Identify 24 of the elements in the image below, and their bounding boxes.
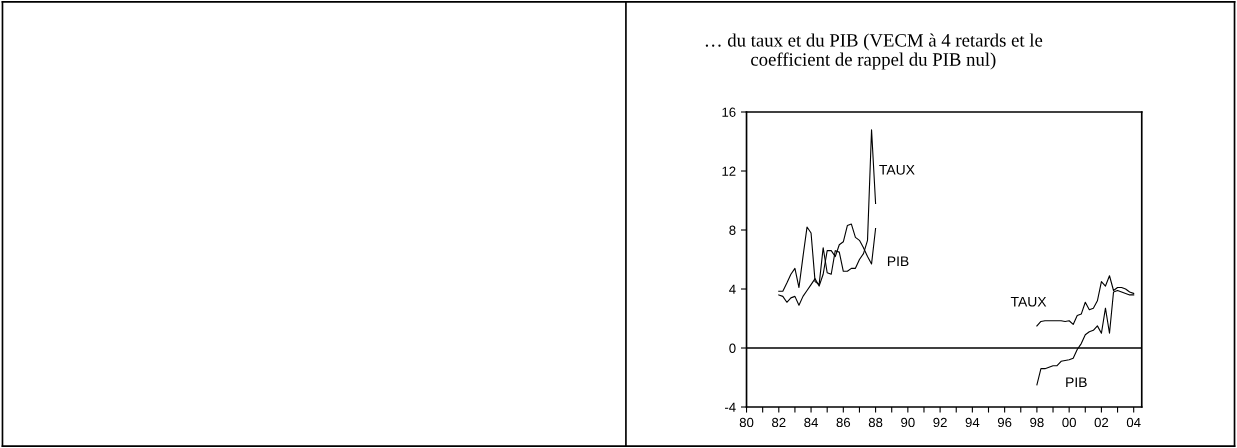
y-tick-label: 16 xyxy=(722,107,736,117)
x-tick-label: 98 xyxy=(1030,417,1044,428)
x-tick-label: 00 xyxy=(1062,417,1076,428)
x-tick-label: 84 xyxy=(804,417,819,428)
x-tick-label: 92 xyxy=(933,417,947,428)
y-tick-label: 4 xyxy=(729,284,736,294)
x-tick-label: 82 xyxy=(772,417,786,428)
y-tick-label: 8 xyxy=(729,225,736,235)
x-tick-label: 96 xyxy=(997,417,1012,428)
chart-title: … du taux et du PIB (VECM à 4 retards et le coefficient de rappel du PIB nul) xyxy=(705,33,1043,70)
x-tick-label: 80 xyxy=(739,417,754,428)
x-tick-label: 86 xyxy=(836,417,851,428)
annotation: TAUX xyxy=(879,165,915,175)
y-tick-label: -4 xyxy=(724,402,736,412)
annotation: TAUX xyxy=(1010,296,1047,307)
annotation: PIB xyxy=(1066,377,1087,387)
y-tick-label: 12 xyxy=(722,166,736,176)
x-tick-label: 88 xyxy=(868,417,883,428)
x-tick-label: 04 xyxy=(1126,417,1141,428)
x-tick-label: 94 xyxy=(965,417,980,428)
x-tick-label: 90 xyxy=(901,417,915,428)
x-tick-label: 02 xyxy=(1094,417,1109,428)
annotation: PIB xyxy=(887,256,909,267)
y-tick-label: 0 xyxy=(729,343,736,353)
